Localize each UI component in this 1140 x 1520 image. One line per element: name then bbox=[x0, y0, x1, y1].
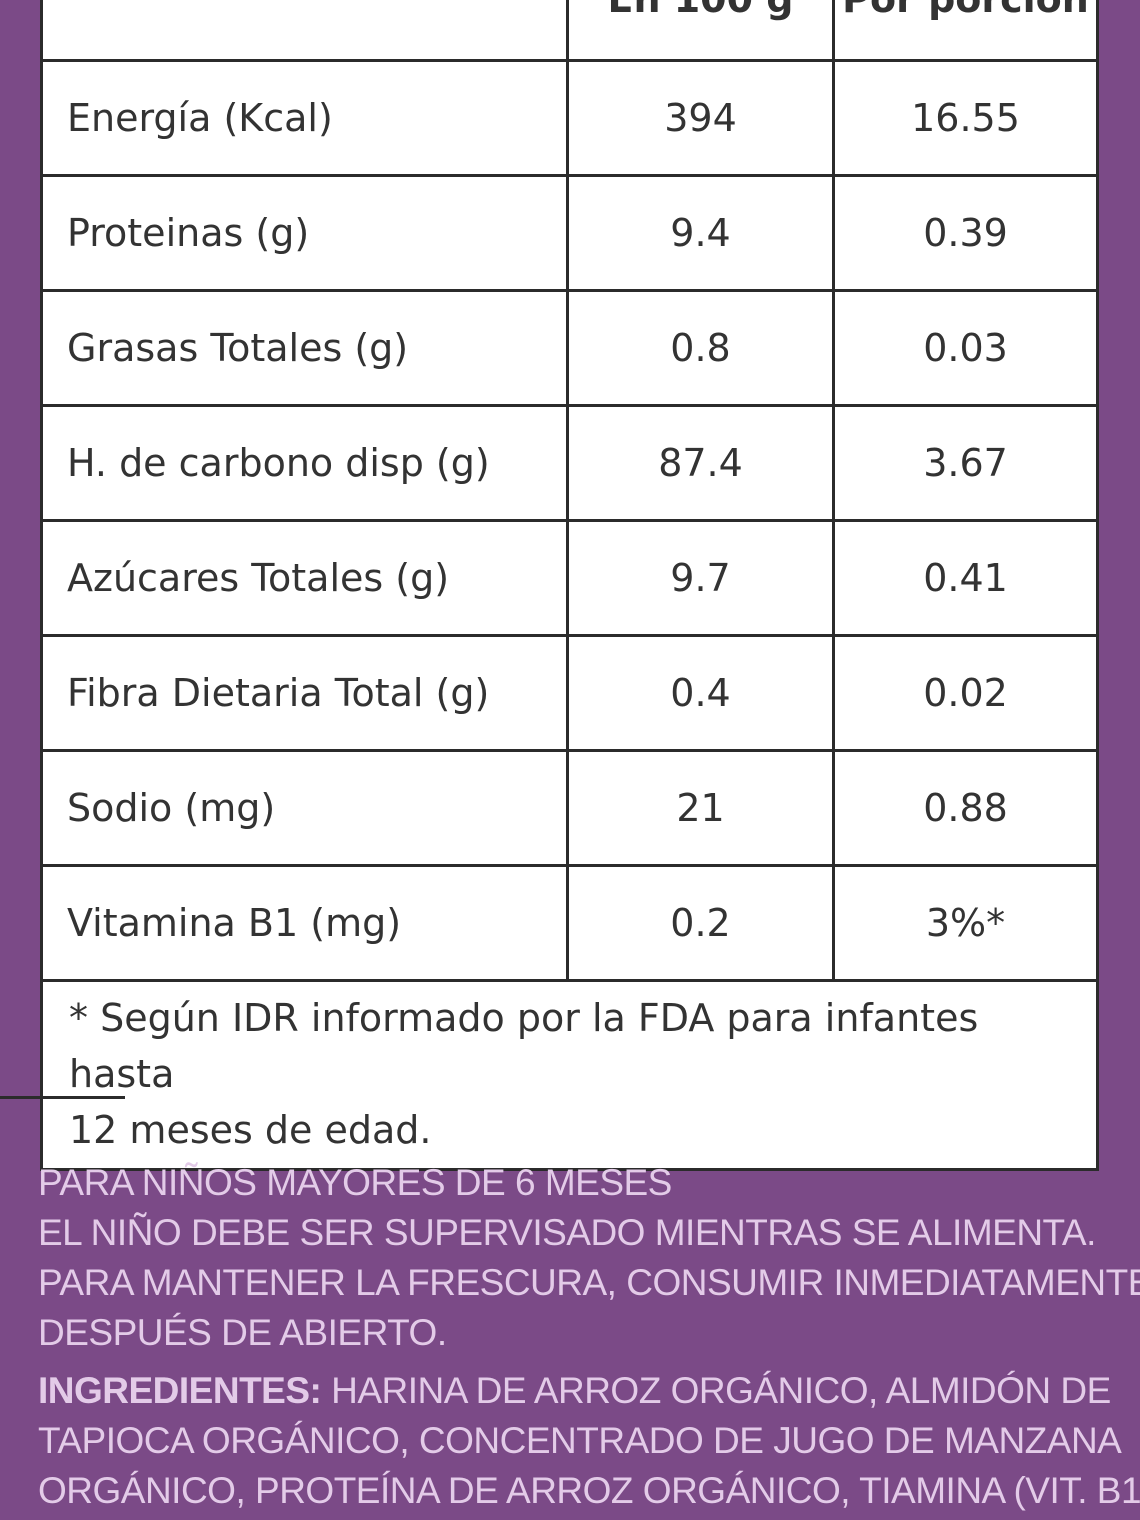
value-per-serving: 0.41 bbox=[832, 519, 1099, 637]
table-row: Fibra Dietaria Total (g) 0.4 0.02 bbox=[40, 634, 1099, 752]
header-per-100g: En 100 g bbox=[566, 0, 835, 62]
table-row: H. de carbono disp (g) 87.4 3.67 bbox=[40, 404, 1099, 522]
ingredients-line: INGREDIENTES: HARINA DE ARROZ ORGÁNICO, … bbox=[38, 1366, 1118, 1416]
value-per-100g: 0.8 bbox=[566, 289, 835, 407]
table-row: Azúcares Totales (g) 9.7 0.41 bbox=[40, 519, 1099, 637]
table-row: Grasas Totales (g) 0.8 0.03 bbox=[40, 289, 1099, 407]
value-per-100g: 9.7 bbox=[566, 519, 835, 637]
footnote: * Según IDR informado por la FDA para in… bbox=[40, 979, 1099, 1171]
value-per-serving: 0.03 bbox=[832, 289, 1099, 407]
value-per-100g: 9.4 bbox=[566, 174, 835, 292]
ingredients-text: HARINA DE ARROZ ORGÁNICO, ALMIDÓN DE bbox=[321, 1370, 1111, 1411]
warning-line: PARA MANTENER LA FRESCURA, CONSUMIR INME… bbox=[38, 1262, 1140, 1303]
value-per-100g: 394 bbox=[566, 59, 835, 177]
value-per-serving: 3%* bbox=[832, 864, 1099, 982]
value-per-serving: 0.88 bbox=[832, 749, 1099, 867]
warnings-block: PARA NIÑOS MAYORES DE 6 MESES EL NIÑO DE… bbox=[38, 1158, 1140, 1358]
value-per-serving: 16.55 bbox=[832, 59, 1099, 177]
ingredients-label: INGREDIENTES: bbox=[38, 1370, 322, 1411]
ingredients-block: INGREDIENTES: HARINA DE ARROZ ORGÁNICO, … bbox=[38, 1366, 1140, 1516]
table-header-row: En 100 g Por porción bbox=[40, 0, 1099, 62]
table-row: Vitamina B1 (mg) 0.2 3%* bbox=[40, 864, 1099, 982]
table-row: Energía (Kcal) 394 16.55 bbox=[40, 59, 1099, 177]
footnote-line-1: * Según IDR informado por la FDA para in… bbox=[69, 996, 979, 1096]
table-row: Sodio (mg) 21 0.88 bbox=[40, 749, 1099, 867]
nutrient-name: Proteinas (g) bbox=[40, 174, 569, 292]
nutrient-name: Grasas Totales (g) bbox=[40, 289, 569, 407]
value-per-serving: 0.39 bbox=[832, 174, 1099, 292]
pointer-line bbox=[0, 1096, 125, 1099]
nutrient-name: Energía (Kcal) bbox=[40, 59, 569, 177]
nutrition-table: En 100 g Por porción Energía (Kcal) 394 … bbox=[40, 0, 1099, 1171]
value-per-100g: 0.2 bbox=[566, 864, 835, 982]
nutrient-name: Fibra Dietaria Total (g) bbox=[40, 634, 569, 752]
warning-line: DESPUÉS DE ABIERTO. bbox=[38, 1312, 447, 1353]
header-nutrient bbox=[40, 0, 569, 62]
value-per-serving: 0.02 bbox=[832, 634, 1099, 752]
table-row: Proteinas (g) 9.4 0.39 bbox=[40, 174, 1099, 292]
nutrient-name: H. de carbono disp (g) bbox=[40, 404, 569, 522]
value-per-100g: 87.4 bbox=[566, 404, 835, 522]
ingredients-line: TAPIOCA ORGÁNICO, CONCENTRADO DE JUGO DE… bbox=[38, 1420, 1122, 1461]
footnote-row: * Según IDR informado por la FDA para in… bbox=[40, 979, 1099, 1171]
value-per-100g: 21 bbox=[566, 749, 835, 867]
value-per-100g: 0.4 bbox=[566, 634, 835, 752]
nutrient-name: Sodio (mg) bbox=[40, 749, 569, 867]
warning-line: PARA NIÑOS MAYORES DE 6 MESES bbox=[38, 1162, 672, 1203]
header-per-serving: Por porción bbox=[832, 0, 1099, 62]
nutrient-name: Vitamina B1 (mg) bbox=[40, 864, 569, 982]
value-per-serving: 3.67 bbox=[832, 404, 1099, 522]
footnote-line-2: 12 meses de edad. bbox=[69, 1108, 432, 1152]
warning-line: EL NIÑO DEBE SER SUPERVISADO MIENTRAS SE… bbox=[38, 1212, 1096, 1253]
nutrient-name: Azúcares Totales (g) bbox=[40, 519, 569, 637]
ingredients-line: ORGÁNICO, PROTEÍNA DE ARROZ ORGÁNICO, TI… bbox=[38, 1470, 1140, 1511]
